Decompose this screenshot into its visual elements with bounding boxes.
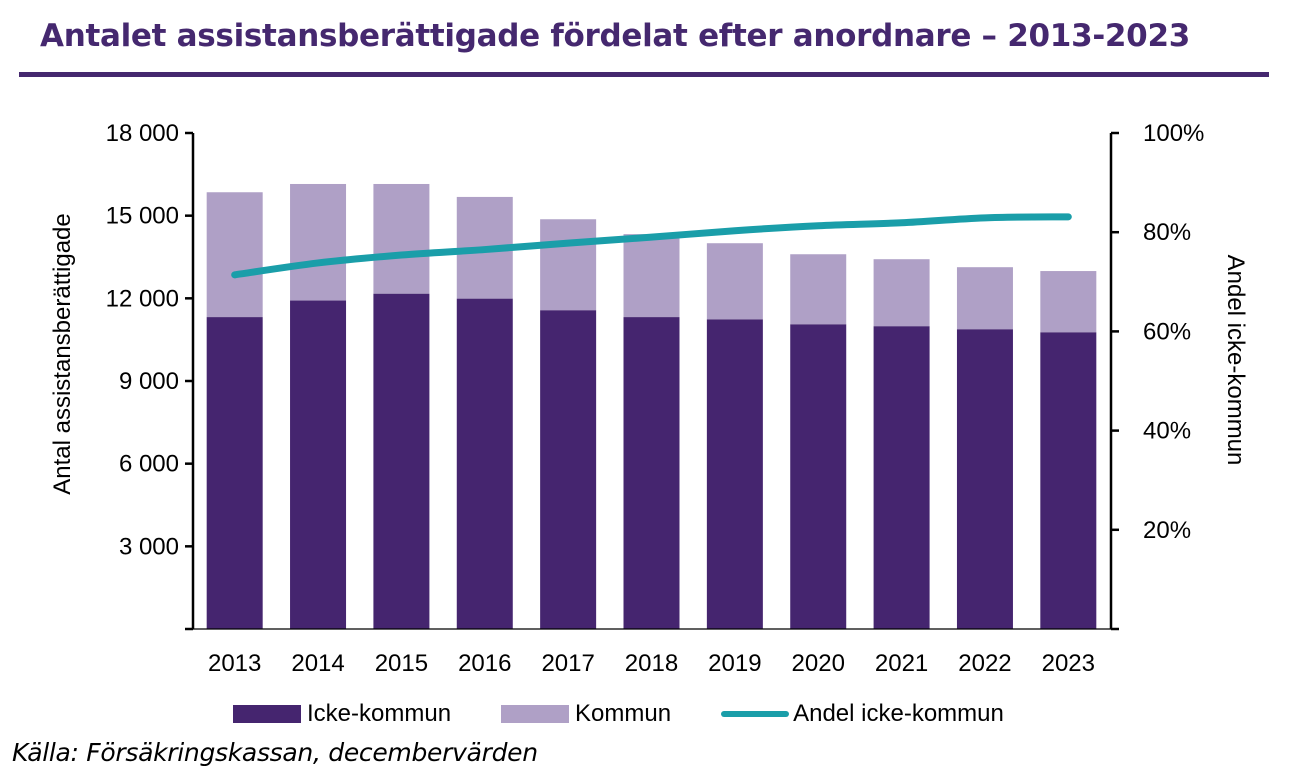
bar-icke-kommun-2014 [290, 300, 347, 629]
x-tick-label: 2016 [458, 650, 511, 677]
right-tick-label: 60% [1143, 318, 1191, 345]
legend-label: Kommun [575, 700, 672, 727]
x-tick-label: 2020 [792, 650, 845, 677]
legend-label: Icke-kommun [307, 700, 452, 727]
bar-icke-kommun-2016 [456, 298, 513, 629]
x-tick-label: 2023 [1042, 650, 1095, 677]
title-underline [19, 72, 1269, 77]
left-axis: 3 000 6 000 9 000 12 000 15 000 18 000 [106, 120, 195, 631]
bar-kommun-2021 [873, 259, 930, 327]
series-icke-kommun [206, 293, 1097, 629]
bar-kommun-2023 [1040, 271, 1097, 333]
left-tick-label: 12 000 [106, 285, 179, 312]
x-tick-label: 2015 [375, 650, 428, 677]
left-tick-label: 15 000 [106, 203, 179, 230]
bar-icke-kommun-2021 [873, 326, 930, 629]
legend-swatch-kommun [501, 705, 570, 723]
legend-item-icke-kommun: Icke-kommun [233, 700, 451, 728]
line-andel-icke-kommun [231, 213, 1072, 279]
legend-label: Andel icke-kommun [793, 700, 1004, 727]
right-tick-label: 20% [1143, 517, 1191, 544]
x-tick-label: 2022 [958, 650, 1011, 677]
x-tick-label: 2021 [875, 650, 928, 677]
bar-icke-kommun-2020 [790, 324, 847, 629]
left-tick-label: 9 000 [119, 368, 179, 395]
right-tick-label: 40% [1143, 418, 1191, 445]
bar-icke-kommun-2017 [540, 310, 597, 629]
x-axis: 2013 2014 2015 2016 2017 2018 2019 2020 2021 2022… [193, 628, 1111, 677]
bar-kommun-2019 [706, 243, 763, 320]
right-tick-label: 100% [1143, 120, 1204, 147]
legend-item-andel-icke-kommun: Andel icke-kommun [721, 700, 1004, 728]
right-tick-label: 80% [1143, 219, 1191, 246]
right-axis-title: Andel icke-kommun [1222, 255, 1249, 466]
legend-swatch-icke-kommun [233, 705, 301, 723]
bar-kommun-2015 [373, 183, 430, 294]
bar-kommun-2014 [290, 183, 347, 301]
left-axis-title: Antal assistansberättigade [49, 213, 76, 495]
right-axis: 20% 40% 60% 80% 100% [1109, 120, 1204, 631]
bar-icke-kommun-2022 [956, 329, 1013, 629]
bar-icke-kommun-2023 [1040, 332, 1097, 629]
bar-icke-kommun-2015 [373, 293, 430, 629]
legend: Icke-kommun Kommun Andel icke-kommun [233, 700, 1048, 728]
bar-kommun-2017 [540, 219, 597, 311]
bar-kommun-2022 [956, 267, 1013, 330]
left-tick-label: 3 000 [119, 533, 179, 560]
bar-kommun-2020 [790, 254, 847, 325]
chart-title: Antalet assistansberättigade fördelat ef… [40, 18, 1190, 54]
x-tick-label: 2013 [208, 650, 261, 677]
x-tick-label: 2014 [291, 650, 344, 677]
legend-swatch-andel-line [721, 711, 790, 717]
left-tick-label: 18 000 [106, 120, 179, 147]
x-tick-label: 2017 [541, 650, 594, 677]
bar-kommun-2013 [206, 192, 263, 318]
bar-kommun-2018 [623, 234, 680, 318]
bar-icke-kommun-2013 [206, 317, 263, 629]
bar-icke-kommun-2018 [623, 317, 680, 629]
x-tick-label: 2018 [625, 650, 678, 677]
legend-item-kommun: Kommun [501, 700, 671, 728]
left-tick-label: 6 000 [119, 451, 179, 478]
bar-icke-kommun-2019 [706, 319, 763, 629]
x-tick-label: 2019 [708, 650, 761, 677]
source-note: Källa: Försäkringskassan, decembervärden [12, 738, 538, 767]
